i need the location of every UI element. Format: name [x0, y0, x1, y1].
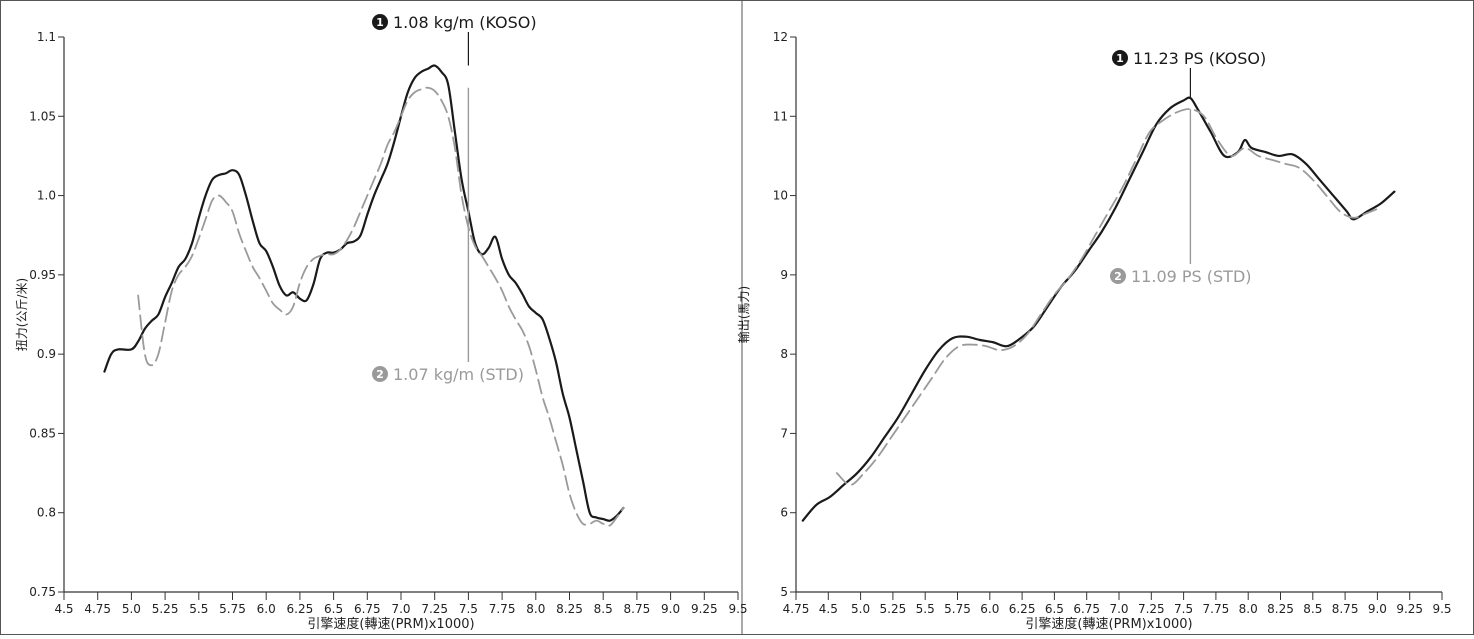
y-tick-label: 6	[780, 506, 788, 520]
x-tick-label: 8.25	[1267, 602, 1294, 616]
x-tick-label: 7.0	[391, 602, 410, 616]
y-tick-label: 7	[780, 426, 788, 440]
x-tick-label: 8.5	[1303, 602, 1322, 616]
annotation-badge	[372, 366, 388, 382]
y-tick-label: 0.85	[29, 426, 56, 440]
torque-chart: 4.5 4.75 5.0 5.25 5.5 5.75 6.0 6.25 6.5 6.75 7.0 7.…	[15, 13, 748, 632]
annotation-badge-number: 2	[376, 368, 384, 381]
y-tick-label: 9	[780, 268, 788, 282]
annotation-badge-number: 1	[1116, 52, 1124, 65]
y-axis-label: 扭力(公斤/米)	[15, 278, 29, 351]
x-tick-label: 8.75	[624, 602, 651, 616]
x-tick-label: 9.25	[1396, 602, 1423, 616]
x-tick-label: 7.75	[489, 602, 516, 616]
x-tick-label: 7.5	[1174, 602, 1193, 616]
x-tick-label: 8.75	[1332, 602, 1359, 616]
y-tick-label: 0.9	[37, 347, 56, 361]
koso-series-line	[801, 96, 1396, 522]
x-tick-label: 9.5	[1432, 602, 1451, 616]
x-tick-label: 6.0	[257, 602, 276, 616]
x-tick-label: 9.0	[1368, 602, 1387, 616]
x-tick-label: 5.25	[880, 602, 907, 616]
x-tick-label: 7.5	[459, 602, 478, 616]
y-tick-label: 5	[780, 585, 788, 599]
y-tick-label: 0.95	[29, 268, 56, 282]
x-tick-label: 9.5	[728, 602, 747, 616]
x-tick-label: 6.25	[1009, 602, 1036, 616]
x-tick-label: 5.25	[152, 602, 179, 616]
y-tick-label: 12	[773, 30, 788, 44]
x-tick-label: 6.5	[1045, 602, 1064, 616]
annotation-label: 11.09 PS (STD)	[1131, 267, 1252, 286]
x-axis-label: 引擎速度(轉速(PRM)x1000)	[1025, 616, 1192, 632]
annotation-badge-number: 2	[1114, 270, 1122, 283]
annotation-badge	[372, 14, 388, 30]
x-tick-label: 7.25	[1138, 602, 1165, 616]
y-tick-label: 8	[780, 347, 788, 361]
x-tick-label: 5.0	[122, 602, 141, 616]
annotation-badge	[1112, 50, 1128, 66]
y-axis-label: 輸出(馬力)	[736, 286, 751, 343]
y-tick-label: 11	[773, 109, 788, 123]
x-tick-label: 9.25	[691, 602, 718, 616]
std-series-line	[835, 108, 1382, 486]
x-tick-label: 5.5	[189, 602, 208, 616]
x-tick-label: 4.5	[819, 602, 838, 616]
x-axis-label: 引擎速度(轉速(PRM)x1000)	[307, 616, 474, 632]
x-tick-label: 8.0	[526, 602, 545, 616]
y-tick-label: 1.05	[29, 109, 56, 123]
x-tick-label: 7.75	[1203, 602, 1230, 616]
y-tick-label: 0.8	[37, 506, 56, 520]
x-tick-label: 8.5	[594, 602, 613, 616]
x-tick-label: 7.0	[1109, 602, 1128, 616]
koso-series-line	[103, 64, 625, 522]
x-tick-label: 5.75	[944, 602, 971, 616]
x-tick-label: 5.5	[916, 602, 935, 616]
annotation-badge-number: 1	[376, 16, 384, 29]
y-tick-label: 1.0	[37, 189, 56, 203]
annotation-label: 1.07 kg/m (STD)	[393, 365, 524, 384]
y-tick-label: 0.75	[29, 585, 56, 599]
x-tick-label: 9.0	[661, 602, 680, 616]
x-tick-label: 6.75	[354, 602, 381, 616]
y-tick-label: 1.1	[37, 30, 56, 44]
x-tick-label: 6.75	[1073, 602, 1100, 616]
power-chart: 4.75 4.5 5.0 5.25 5.5 5.75 6.0 6.25 6.5 6.75 7.0 7.…	[736, 30, 1452, 632]
y-tick-label: 10	[773, 189, 788, 203]
x-tick-label: 4.75	[783, 602, 810, 616]
x-tick-label: 6.0	[980, 602, 999, 616]
x-tick-label: 4.5	[54, 602, 73, 616]
std-series-line	[137, 86, 625, 527]
x-tick-label: 5.75	[219, 602, 246, 616]
annotation-label: 11.23 PS (KOSO)	[1133, 49, 1266, 68]
x-tick-label: 5.0	[851, 602, 870, 616]
x-tick-label: 7.25	[421, 602, 448, 616]
x-tick-label: 6.25	[287, 602, 314, 616]
x-tick-label: 8.25	[556, 602, 583, 616]
annotation-badge	[1110, 268, 1126, 284]
annotation-label: 1.08 kg/m (KOSO)	[393, 13, 537, 32]
x-tick-label: 4.75	[84, 602, 111, 616]
x-tick-label: 8.0	[1239, 602, 1258, 616]
x-tick-label: 6.5	[324, 602, 343, 616]
